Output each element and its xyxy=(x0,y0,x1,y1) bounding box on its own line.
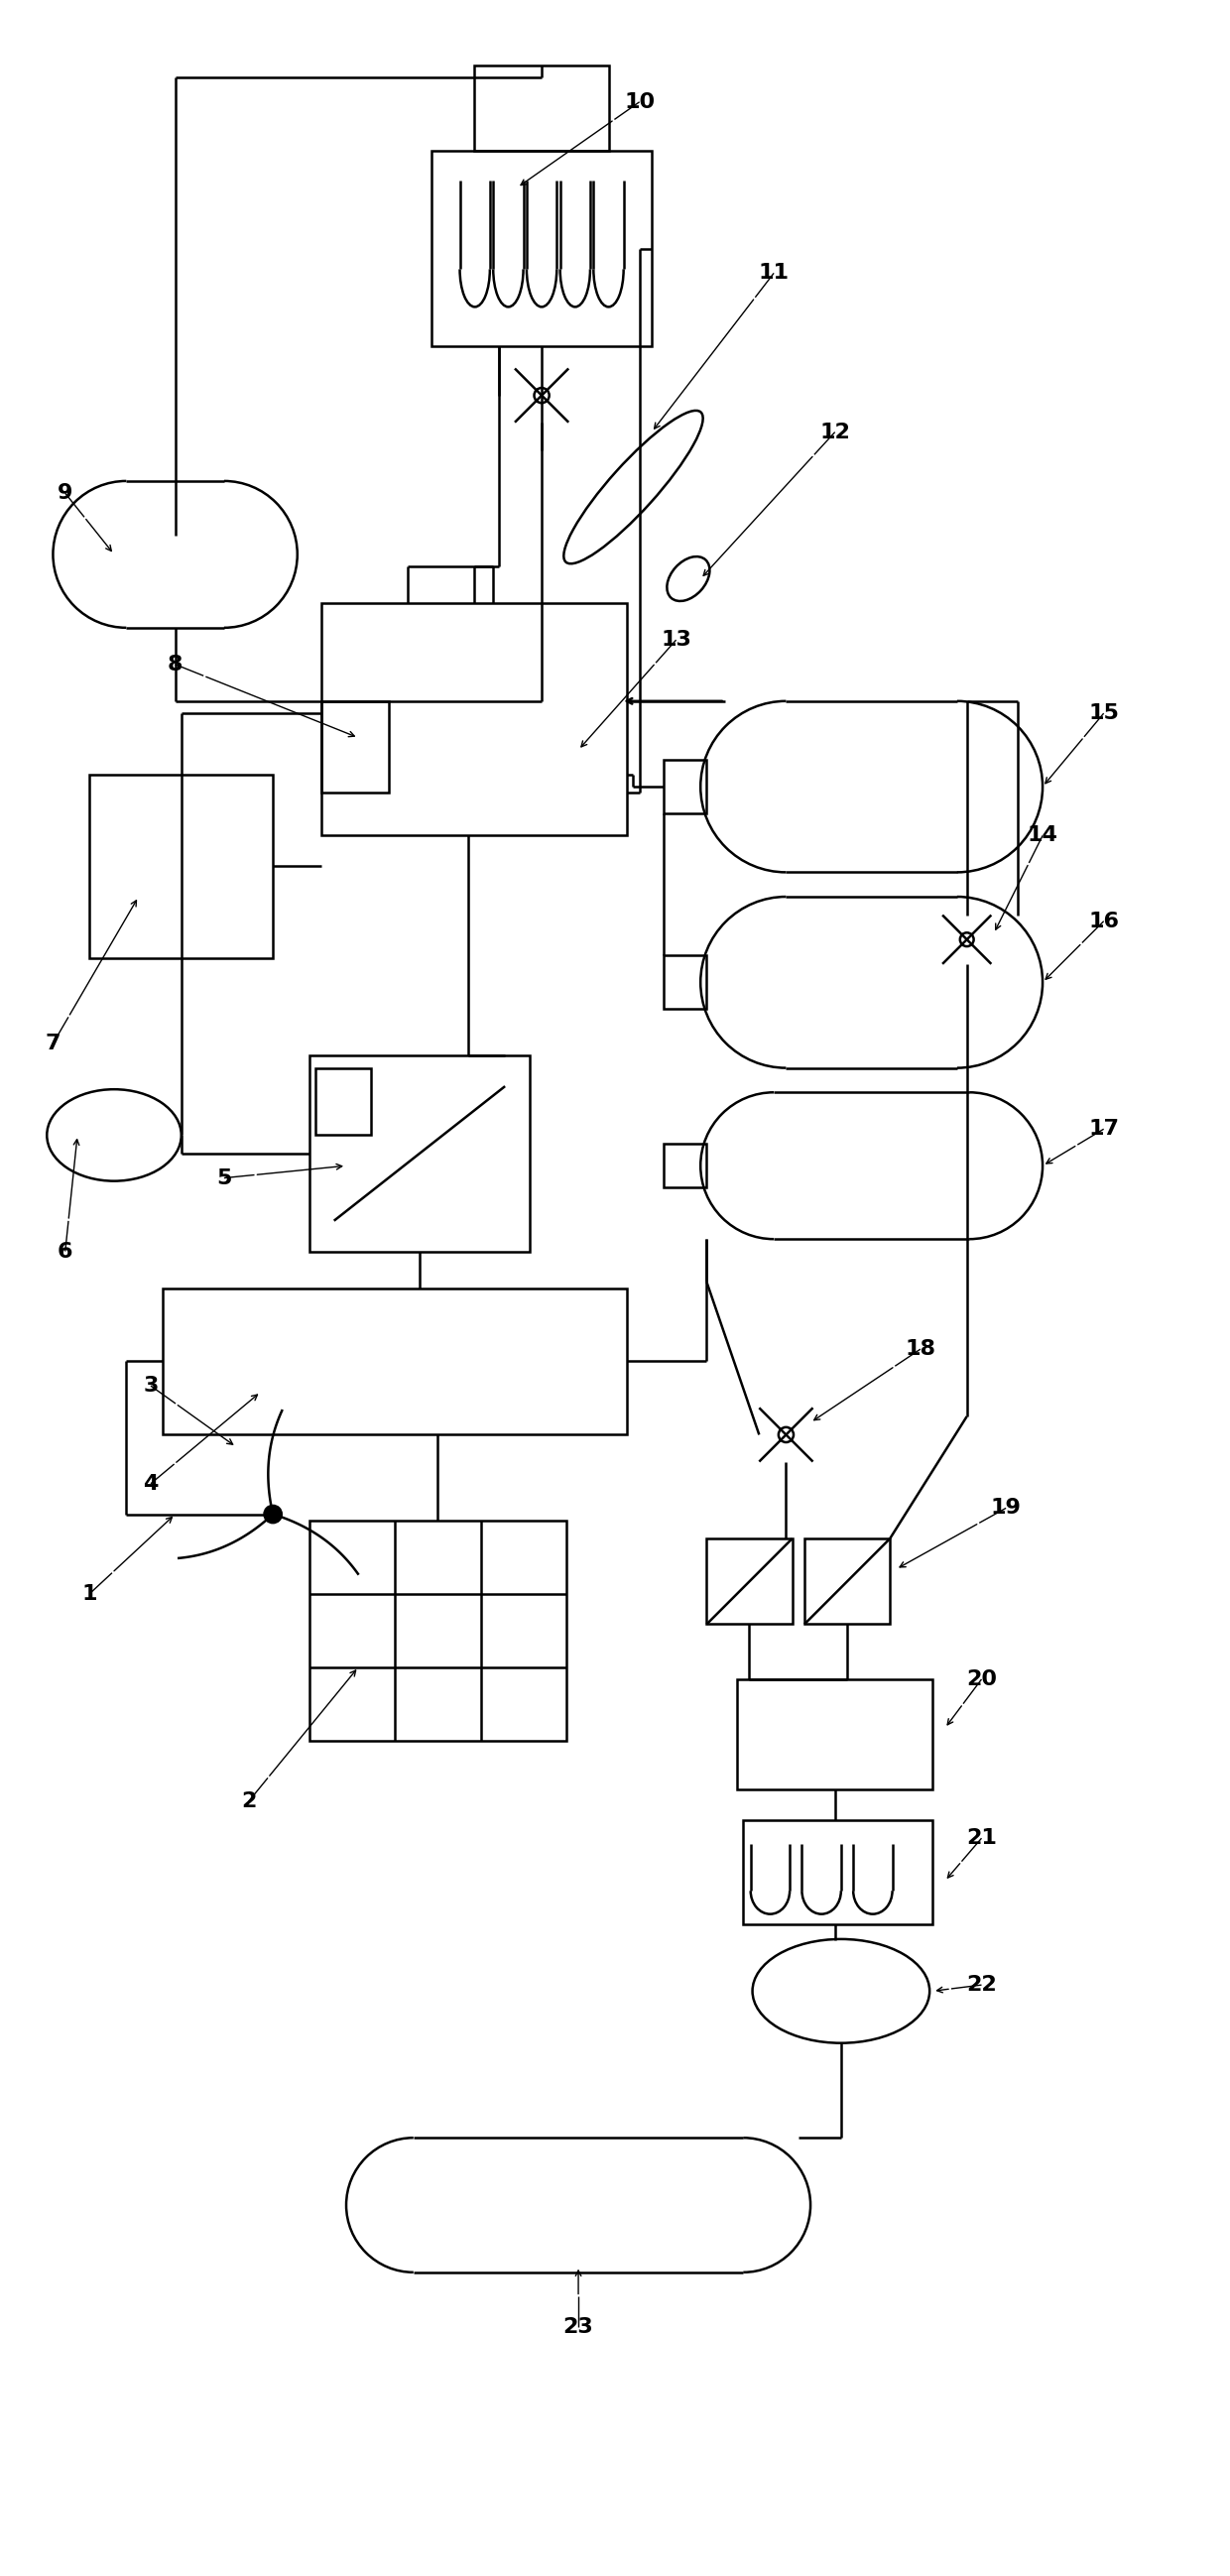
Bar xyxy=(432,152,652,348)
Text: 9: 9 xyxy=(58,484,73,502)
Bar xyxy=(664,1144,706,1188)
Text: 21: 21 xyxy=(967,1829,996,1847)
Bar xyxy=(743,1819,932,1924)
Bar xyxy=(316,1069,370,1136)
Text: 19: 19 xyxy=(990,1499,1021,1517)
Bar xyxy=(322,603,627,835)
Bar xyxy=(310,1056,529,1252)
Text: 23: 23 xyxy=(563,2318,594,2336)
Text: 22: 22 xyxy=(967,1976,996,1994)
Text: 11: 11 xyxy=(759,263,790,283)
Circle shape xyxy=(264,1504,282,1522)
Bar xyxy=(162,1288,627,1435)
Text: 10: 10 xyxy=(624,93,654,111)
Text: 18: 18 xyxy=(905,1340,936,1360)
Text: 12: 12 xyxy=(819,422,850,443)
Bar xyxy=(475,64,609,152)
Text: 7: 7 xyxy=(46,1033,60,1054)
Text: 17: 17 xyxy=(1089,1118,1119,1139)
Bar xyxy=(322,701,389,793)
Text: 14: 14 xyxy=(1027,827,1058,845)
Bar xyxy=(664,956,706,1010)
Bar xyxy=(737,1680,932,1790)
Bar xyxy=(804,1538,889,1625)
Text: 8: 8 xyxy=(167,654,183,675)
Bar xyxy=(664,760,706,814)
Text: 16: 16 xyxy=(1089,912,1119,930)
Text: 4: 4 xyxy=(143,1473,159,1494)
Text: 20: 20 xyxy=(966,1669,996,1690)
Bar xyxy=(310,1520,566,1741)
Text: 2: 2 xyxy=(241,1793,256,1811)
Text: 6: 6 xyxy=(58,1242,73,1262)
Text: 3: 3 xyxy=(143,1376,159,1396)
Text: 15: 15 xyxy=(1089,703,1119,724)
Text: 5: 5 xyxy=(216,1167,231,1188)
Bar xyxy=(90,775,273,958)
Text: 1: 1 xyxy=(82,1584,97,1605)
Text: 13: 13 xyxy=(661,631,691,649)
Bar xyxy=(706,1538,792,1625)
